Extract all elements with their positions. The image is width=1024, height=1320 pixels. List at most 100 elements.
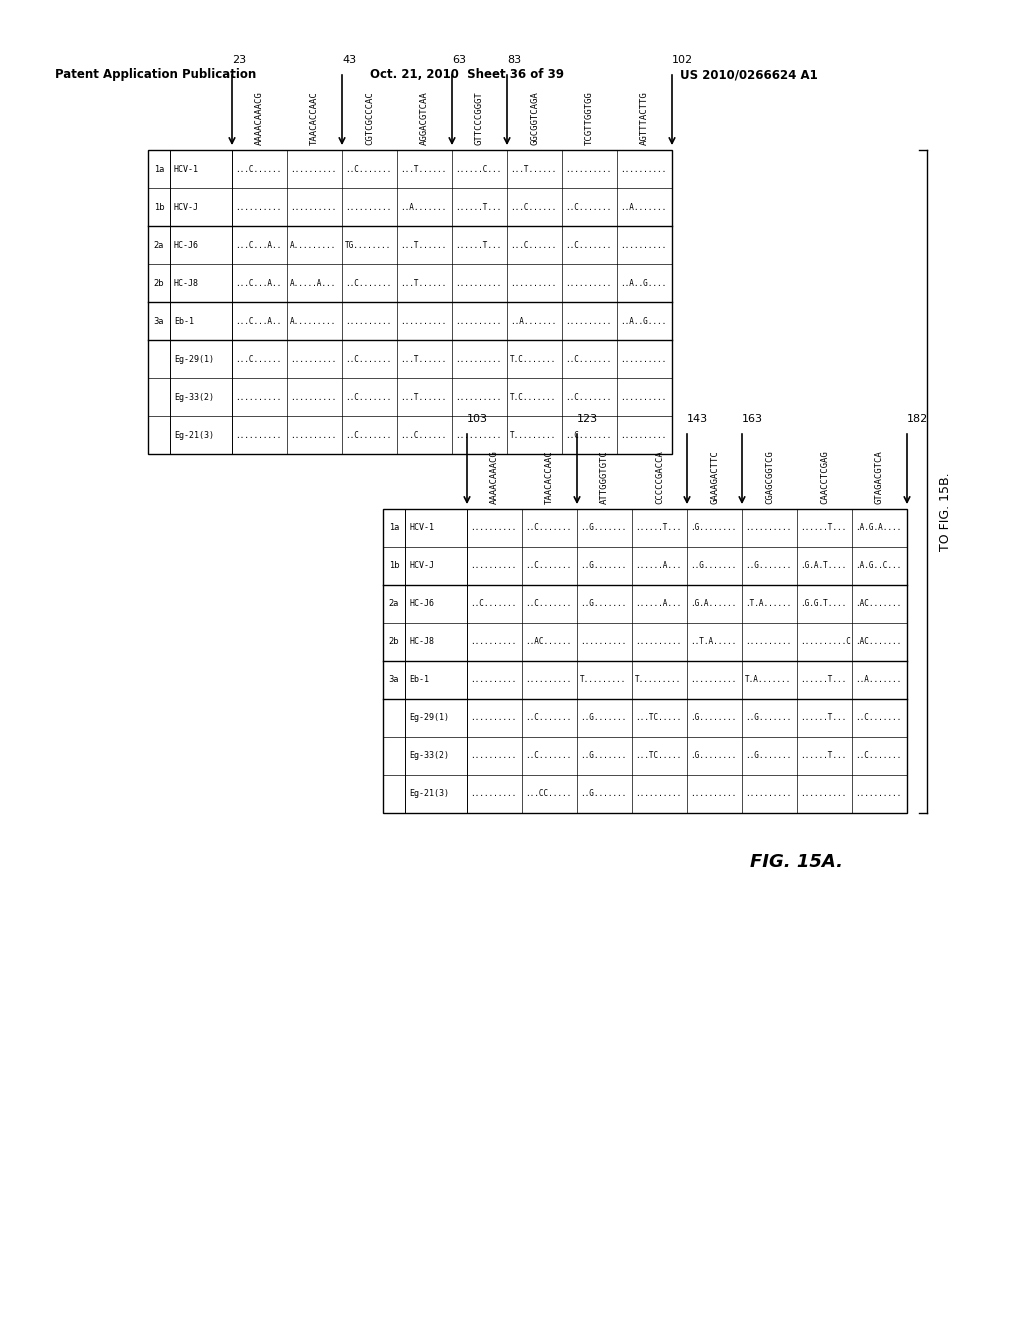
Text: A.........: A.........	[290, 317, 336, 326]
Text: TAACACCAAC: TAACACCAAC	[310, 91, 319, 145]
Text: .G.A.T....: .G.A.T....	[800, 561, 846, 570]
Text: HCV-1: HCV-1	[174, 165, 199, 173]
Text: .G........: .G........	[690, 524, 736, 532]
Text: ..G.......: ..G.......	[580, 599, 627, 609]
Text: ...T......: ...T......	[400, 392, 446, 401]
Text: Eg-33(2): Eg-33(2)	[409, 751, 449, 760]
Text: GAAAGACTTC: GAAAGACTTC	[710, 450, 719, 504]
Text: Eg-21(3): Eg-21(3)	[409, 789, 449, 799]
Text: ..A..G....: ..A..G....	[620, 279, 667, 288]
Text: ..C.......: ..C.......	[855, 714, 901, 722]
Text: ..........: ..........	[745, 789, 792, 799]
Text: ...T......: ...T......	[400, 279, 446, 288]
Text: GTAGACGTCA: GTAGACGTCA	[874, 450, 884, 504]
Text: ..A.......: ..A.......	[855, 676, 901, 685]
Text: ..........: ..........	[470, 789, 516, 799]
Text: Eg-29(1): Eg-29(1)	[409, 714, 449, 722]
Text: AAAACAAACG: AAAACAAACG	[255, 91, 264, 145]
Text: 1b: 1b	[154, 202, 164, 211]
Text: ..G.......: ..G.......	[580, 714, 627, 722]
Text: 3a: 3a	[389, 676, 399, 685]
Text: ..........: ..........	[745, 524, 792, 532]
Text: ..........: ..........	[745, 638, 792, 647]
Text: ......T...: ......T...	[800, 714, 846, 722]
Text: ..A.......: ..A.......	[620, 202, 667, 211]
Text: AGGACGTCAA: AGGACGTCAA	[420, 91, 429, 145]
Text: .G........: .G........	[690, 714, 736, 722]
Text: ...CC.....: ...CC.....	[525, 789, 571, 799]
Text: HC-J8: HC-J8	[174, 279, 199, 288]
Text: ..........: ..........	[345, 202, 391, 211]
Text: T.........: T.........	[635, 676, 681, 685]
Text: 103: 103	[467, 414, 488, 424]
Text: Eb-1: Eb-1	[409, 676, 429, 685]
Text: ..C.......: ..C.......	[345, 430, 391, 440]
Text: ..C.......: ..C.......	[525, 751, 571, 760]
Text: GTTCCCGGGT: GTTCCCGGGT	[475, 91, 484, 145]
Text: CCCCCGACCA: CCCCCGACCA	[655, 450, 664, 504]
Text: ..........: ..........	[400, 317, 446, 326]
Text: HCV-J: HCV-J	[174, 202, 199, 211]
Text: ..........: ..........	[345, 317, 391, 326]
Text: ..........: ..........	[510, 279, 556, 288]
Text: 143: 143	[687, 414, 709, 424]
Text: ......T...: ......T...	[455, 202, 502, 211]
Text: ...C......: ...C......	[510, 240, 556, 249]
Text: ......T...: ......T...	[800, 524, 846, 532]
Text: Eg-29(1): Eg-29(1)	[174, 355, 214, 363]
Text: ...C......: ...C......	[400, 430, 446, 440]
Text: ..........: ..........	[470, 561, 516, 570]
Text: ......T...: ......T...	[635, 524, 681, 532]
Text: ..C.......: ..C.......	[525, 599, 571, 609]
Text: Eg-21(3): Eg-21(3)	[174, 430, 214, 440]
Text: ...C......: ...C......	[234, 165, 282, 173]
Text: ..C.......: ..C.......	[565, 392, 611, 401]
Text: ...C......: ...C......	[510, 202, 556, 211]
Text: 182: 182	[907, 414, 928, 424]
Text: ......C...: ......C...	[455, 165, 502, 173]
Text: 23: 23	[232, 55, 246, 65]
Text: ..........: ..........	[690, 676, 736, 685]
Text: ..........: ..........	[234, 430, 282, 440]
Text: TG........: TG........	[345, 240, 391, 249]
Text: ..........: ..........	[290, 165, 336, 173]
Text: ..G.......: ..G.......	[580, 561, 627, 570]
Text: ..........: ..........	[455, 355, 502, 363]
Text: ..........: ..........	[620, 355, 667, 363]
Text: ..........: ..........	[690, 789, 736, 799]
Text: A.....A...: A.....A...	[290, 279, 336, 288]
Text: TO FIG. 15B.: TO FIG. 15B.	[939, 473, 952, 550]
Text: ......T...: ......T...	[800, 676, 846, 685]
Text: ...C...A..: ...C...A..	[234, 240, 282, 249]
Text: HCV-J: HCV-J	[409, 561, 434, 570]
Text: FIG. 15A.: FIG. 15A.	[750, 853, 843, 871]
Text: T.C.......: T.C.......	[510, 355, 556, 363]
Text: ...C......: ...C......	[234, 355, 282, 363]
Text: ...T......: ...T......	[400, 355, 446, 363]
Text: AGTTTACTTG: AGTTTACTTG	[640, 91, 649, 145]
Text: ..A..G....: ..A..G....	[620, 317, 667, 326]
Text: ..C.......: ..C.......	[565, 240, 611, 249]
Text: ...T......: ...T......	[510, 165, 556, 173]
Text: ..G.......: ..G.......	[690, 561, 736, 570]
Text: ...TC.....: ...TC.....	[635, 714, 681, 722]
Text: ..G.......: ..G.......	[745, 561, 792, 570]
Text: ..........: ..........	[470, 524, 516, 532]
Text: .G.G.T....: .G.G.T....	[800, 599, 846, 609]
Bar	[383, 510, 907, 813]
Text: 1a: 1a	[154, 165, 164, 173]
Text: Eb-1: Eb-1	[174, 317, 194, 326]
Text: 83: 83	[507, 55, 521, 65]
Text: ......T...: ......T...	[455, 240, 502, 249]
Text: ..G.......: ..G.......	[580, 751, 627, 760]
Text: ..C.......: ..C.......	[345, 355, 391, 363]
Text: ...T......: ...T......	[400, 240, 446, 249]
Text: ..........: ..........	[290, 355, 336, 363]
Text: .G........: .G........	[690, 751, 736, 760]
Text: ..T.A.....: ..T.A.....	[690, 638, 736, 647]
Text: ..C.......: ..C.......	[525, 714, 571, 722]
Text: ..G.......: ..G.......	[580, 789, 627, 799]
Text: ..........: ..........	[635, 789, 681, 799]
Text: ..G.......: ..G.......	[745, 714, 792, 722]
Text: T.C.......: T.C.......	[510, 392, 556, 401]
